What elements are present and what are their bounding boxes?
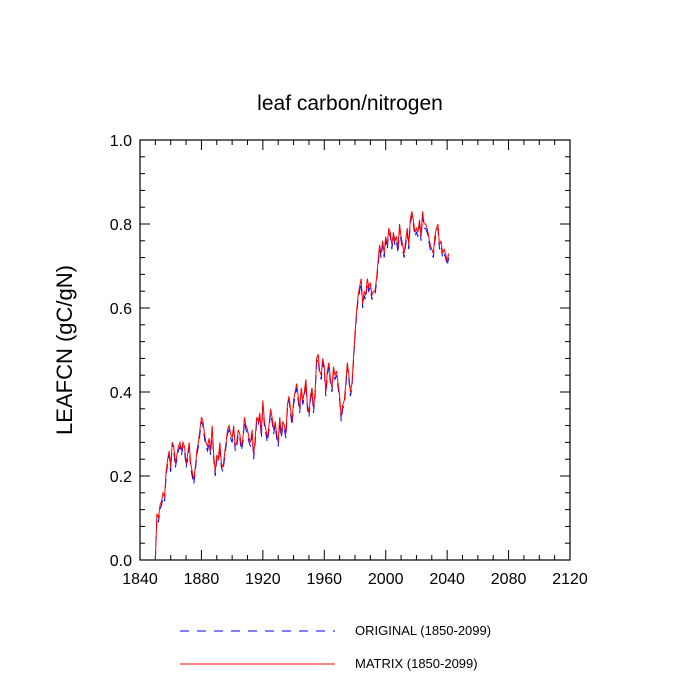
y-tick-label: 0.8: [110, 217, 132, 234]
y-tick-label: 0.0: [110, 553, 132, 570]
x-tick-label: 2120: [552, 571, 588, 588]
y-axis-label: LEAFCN (gC/gN): [52, 265, 77, 435]
chart-title: leaf carbon/nitrogen: [257, 92, 443, 115]
y-tick-label: 0.2: [110, 469, 132, 486]
y-tick-label: 0.6: [110, 301, 132, 318]
y-tick-label: 0.4: [110, 385, 132, 402]
plot-area: [139, 139, 571, 561]
x-tick-label: 1960: [306, 571, 342, 588]
x-tick-label: 2080: [491, 571, 527, 588]
x-tick-label: 1920: [245, 571, 281, 588]
x-tick-label: 1840: [122, 571, 158, 588]
legend: ORIGINAL (1850-2099) MATRIX (1850-2099): [180, 623, 491, 671]
plot-frame: [139, 139, 571, 561]
x-tick-label: 1880: [184, 571, 220, 588]
axis-ticks: 1840 1880 1920 1960 2000 2040 2080 2120 0.0 0.2 0.…: [110, 133, 588, 588]
series-line-matrix: [154, 211, 450, 561]
series-line-original: [154, 215, 450, 561]
legend-label-matrix: MATRIX (1850-2099): [355, 656, 478, 671]
series-layer: [154, 211, 450, 561]
x-tick-label: 2040: [429, 571, 465, 588]
x-tick-label: 2000: [368, 571, 404, 588]
legend-label-original: ORIGINAL (1850-2099): [355, 623, 491, 638]
y-tick-label: 1.0: [110, 133, 132, 150]
